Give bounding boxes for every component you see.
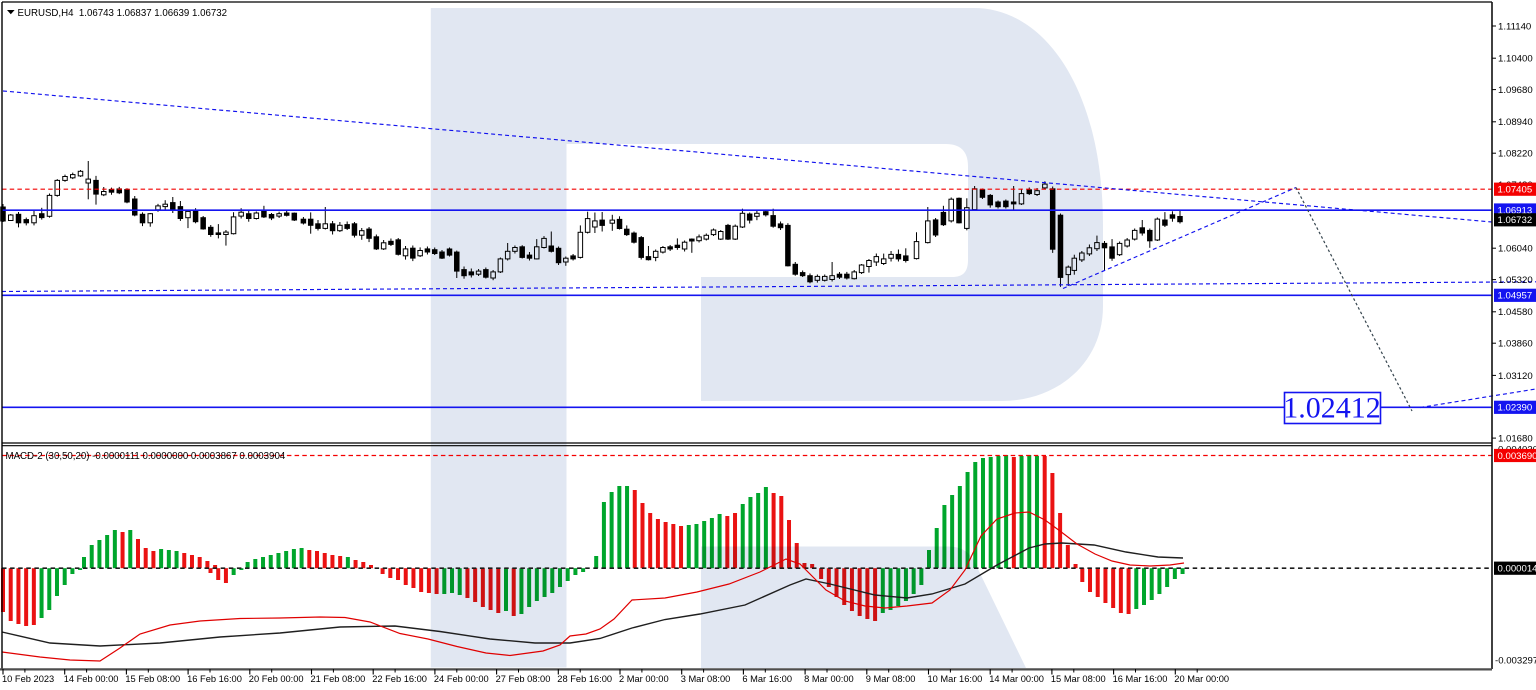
- svg-text:1.06732: 1.06732: [1498, 215, 1533, 226]
- svg-text:1.01680: 1.01680: [1498, 434, 1533, 445]
- svg-text:0.0000146: 0.0000146: [1498, 564, 1536, 575]
- svg-text:1.03120: 1.03120: [1498, 371, 1533, 382]
- svg-text:22 Feb 16:00: 22 Feb 16:00: [372, 674, 427, 684]
- svg-text:24 Feb 00:00: 24 Feb 00:00: [434, 674, 489, 684]
- svg-text:1.08220: 1.08220: [1498, 149, 1533, 160]
- svg-text:20 Mar 00:00: 20 Mar 00:00: [1174, 674, 1229, 684]
- svg-text:1.05320: 1.05320: [1498, 275, 1533, 286]
- svg-text:2 Mar 00:00: 2 Mar 00:00: [619, 674, 669, 684]
- svg-text:1.04957: 1.04957: [1498, 291, 1533, 302]
- svg-text:1.06040: 1.06040: [1498, 244, 1533, 255]
- svg-text:0.0036908: 0.0036908: [1498, 451, 1536, 462]
- svg-text:6 Mar 16:00: 6 Mar 16:00: [742, 674, 792, 684]
- svg-text:15 Mar 08:00: 15 Mar 08:00: [1051, 674, 1106, 684]
- svg-text:-0.003297: -0.003297: [1495, 656, 1536, 667]
- svg-text:1.03860: 1.03860: [1498, 339, 1533, 350]
- svg-text:1.11140: 1.11140: [1498, 21, 1531, 32]
- svg-text:28 Feb 16:00: 28 Feb 16:00: [557, 674, 612, 684]
- svg-text:1.06913: 1.06913: [1498, 205, 1533, 216]
- svg-text:1.07405: 1.07405: [1498, 185, 1533, 196]
- svg-text:10 Mar 16:00: 10 Mar 16:00: [928, 674, 983, 684]
- svg-text:MACD-2 (30,50,20) -0.0000111 0: MACD-2 (30,50,20) -0.0000111 0.0000000 0…: [6, 451, 286, 462]
- svg-text:14 Feb 00:00: 14 Feb 00:00: [64, 674, 119, 684]
- svg-text:1.08940: 1.08940: [1498, 117, 1533, 128]
- svg-text:EURUSD,H4 1.06743 1.06837 1.0: EURUSD,H4 1.06743 1.06837 1.06639 1.0673…: [18, 8, 228, 19]
- svg-text:21 Feb 08:00: 21 Feb 08:00: [311, 674, 366, 684]
- svg-text:20 Feb 00:00: 20 Feb 00:00: [249, 674, 304, 684]
- svg-text:1.10400: 1.10400: [1498, 54, 1533, 65]
- svg-text:8 Mar 00:00: 8 Mar 00:00: [804, 674, 854, 684]
- svg-text:16 Feb 16:00: 16 Feb 16:00: [187, 674, 242, 684]
- svg-text:1.04580: 1.04580: [1498, 307, 1533, 318]
- svg-text:14 Mar 00:00: 14 Mar 00:00: [989, 674, 1044, 684]
- svg-text:10 Feb 2023: 10 Feb 2023: [2, 674, 54, 684]
- svg-text:15 Feb 08:00: 15 Feb 08:00: [125, 674, 180, 684]
- svg-text:1.02412: 1.02412: [1283, 392, 1381, 425]
- svg-text:9 Mar 08:00: 9 Mar 08:00: [866, 674, 916, 684]
- svg-text:1.02390: 1.02390: [1498, 403, 1533, 414]
- svg-text:27 Feb 08:00: 27 Feb 08:00: [496, 674, 551, 684]
- svg-text:1.09680: 1.09680: [1498, 85, 1533, 96]
- svg-text:3 Mar 08:00: 3 Mar 08:00: [681, 674, 731, 684]
- svg-text:16 Mar 16:00: 16 Mar 16:00: [1113, 674, 1168, 684]
